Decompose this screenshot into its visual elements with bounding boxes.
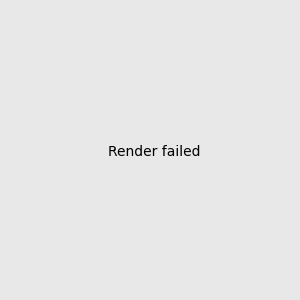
Text: Render failed: Render failed	[107, 145, 200, 158]
